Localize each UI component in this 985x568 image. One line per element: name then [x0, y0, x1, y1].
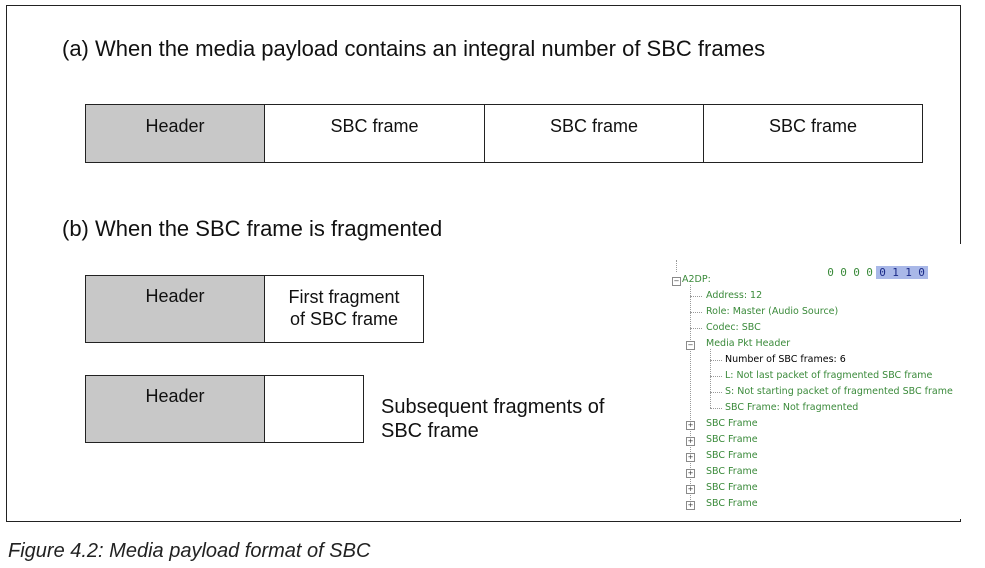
tree-item-s-flag[interactable]: S: Not starting packet of fragmented SBC…: [725, 386, 953, 397]
first-fragment-box: First fragment of SBC frame: [264, 275, 424, 343]
tree-item-media-pkt-header[interactable]: Media Pkt Header: [706, 338, 791, 349]
tree-connector: [710, 376, 722, 377]
header-box: Header: [85, 275, 265, 343]
bit-highlighted: 0: [915, 266, 928, 279]
bit-highlighted: 1: [889, 266, 902, 279]
tree-item-address[interactable]: Address: 12: [706, 290, 763, 301]
header-box: Header: [85, 104, 265, 163]
tree-item-role[interactable]: Role: Master (Audio Source): [706, 306, 839, 317]
section-b-title: (b) When the SBC frame is fragmented: [62, 216, 443, 241]
tree-item-sbc-frame[interactable]: SBC Frame: [706, 418, 758, 429]
bit: 0: [853, 266, 860, 279]
tree-item-l-flag[interactable]: L: Not last packet of fragmented SBC fra…: [725, 370, 933, 381]
bit: 0: [840, 266, 847, 279]
tree-item-sbc-frame[interactable]: SBC Frame: [706, 498, 758, 509]
tree-connector: [710, 349, 711, 408]
tree-item-num-sbc-frames[interactable]: Number of SBC frames: 6: [725, 354, 846, 365]
expand-icon[interactable]: +: [686, 437, 695, 446]
expand-icon[interactable]: +: [686, 469, 695, 478]
bit-highlighted: 1: [902, 266, 915, 279]
subsequent-fragment-box: [264, 375, 364, 443]
tree-root-a2dp[interactable]: A2DP:: [682, 274, 711, 285]
tree-connector: [690, 285, 691, 504]
tree-connector: [676, 260, 677, 272]
tree-item-sbc-fragmented[interactable]: SBC Frame: Not fragmented: [725, 402, 859, 413]
expand-icon[interactable]: +: [686, 485, 695, 494]
collapse-icon[interactable]: −: [686, 341, 695, 350]
tree-connector: [710, 408, 722, 409]
header-box: Header: [85, 375, 265, 443]
bit: 0: [827, 266, 834, 279]
tree-item-sbc-frame[interactable]: SBC Frame: [706, 466, 758, 477]
collapse-icon[interactable]: −: [672, 277, 681, 286]
expand-icon[interactable]: +: [686, 421, 695, 430]
tree-item-codec[interactable]: Codec: SBC: [706, 322, 761, 333]
tree-connector: [690, 296, 702, 297]
figure-caption: Figure 4.2: Media payload format of SBC: [8, 540, 371, 562]
sbc-frame-box: SBC frame: [484, 104, 704, 163]
tree-item-sbc-frame[interactable]: SBC Frame: [706, 450, 758, 461]
bit-highlighted: 0: [876, 266, 889, 279]
sbc-frame-box: SBC frame: [264, 104, 485, 163]
tree-connector: [710, 360, 722, 361]
tree-connector: [690, 328, 702, 329]
section-a-title: (a) When the media payload contains an i…: [62, 36, 766, 61]
tree-item-sbc-frame[interactable]: SBC Frame: [706, 482, 758, 493]
sbc-frame-box: SBC frame: [703, 104, 923, 163]
expand-icon[interactable]: +: [686, 453, 695, 462]
tree-connector: [710, 392, 722, 393]
subsequent-fragments-note: Subsequent fragments of SBC frame: [381, 396, 605, 442]
expand-icon[interactable]: +: [686, 501, 695, 510]
tree-item-sbc-frame[interactable]: SBC Frame: [706, 434, 758, 445]
bit: 0: [866, 266, 873, 279]
tree-connector: [690, 312, 702, 313]
